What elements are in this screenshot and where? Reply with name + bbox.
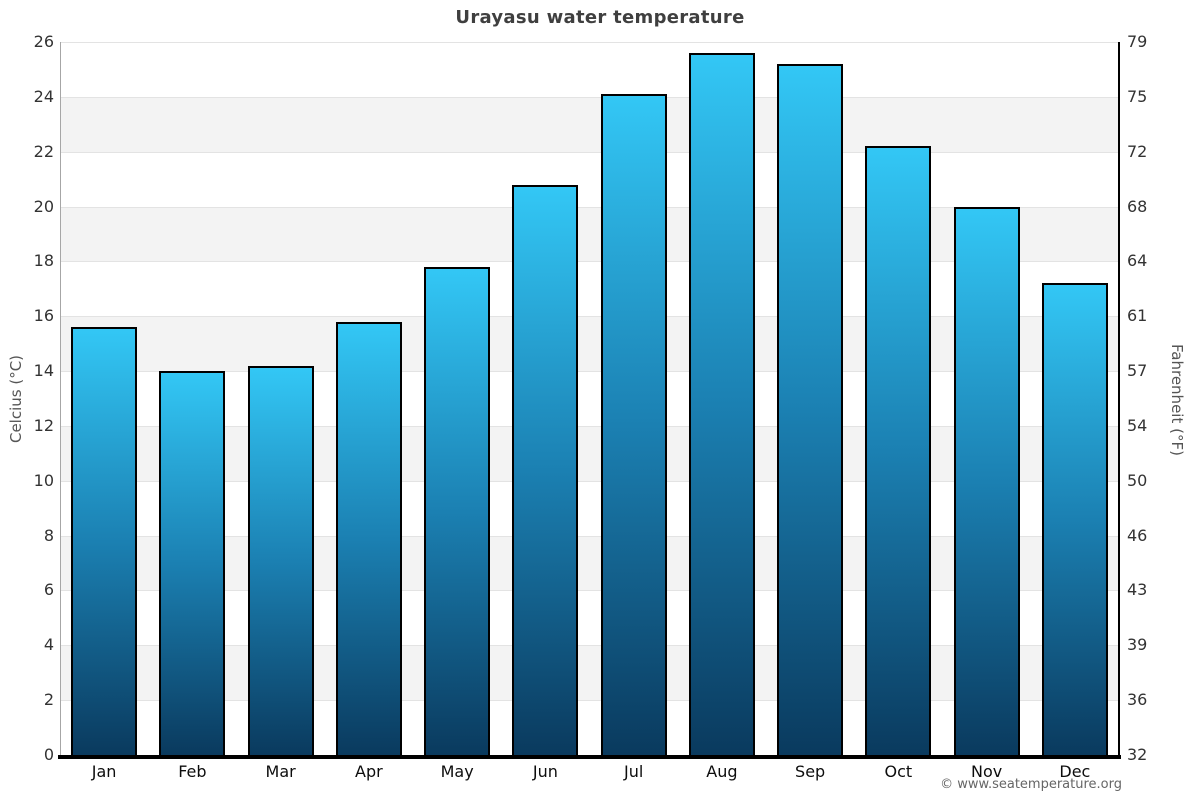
left-axis-line	[60, 42, 61, 755]
bar-jan[interactable]	[71, 327, 138, 755]
plot-area	[60, 42, 1119, 755]
celsius-tick-label: 12	[33, 415, 54, 435]
fahrenheit-tick-label: 75	[1127, 86, 1148, 106]
celsius-tick-label: 26	[33, 32, 54, 51]
gridline	[60, 151, 1119, 153]
fahrenheit-tick-label: 43	[1127, 580, 1148, 600]
fahrenheit-tick-label: 46	[1127, 525, 1148, 545]
grid-band	[60, 206, 1119, 262]
grid-band	[60, 535, 1119, 591]
gridline	[60, 535, 1119, 537]
fahrenheit-tick-label: 64	[1127, 251, 1148, 271]
bar-sep[interactable]	[777, 63, 844, 755]
month-label-apr: Apr	[355, 762, 383, 781]
celsius-tick-label: 0	[43, 745, 54, 764]
grid-band	[60, 151, 1119, 207]
gridline	[60, 206, 1119, 208]
celsius-tick-label: 14	[33, 361, 54, 381]
celsius-tick-label: 22	[33, 141, 54, 161]
celsius-tick-label: 18	[33, 251, 54, 271]
month-label-jan: Jan	[91, 762, 117, 781]
grid-band	[60, 700, 1119, 755]
copyright-attribution: © www.seatemperature.org	[940, 777, 1122, 792]
month-label-jun: Jun	[532, 762, 558, 781]
month-label-aug: Aug	[706, 762, 738, 781]
grid-band	[60, 96, 1119, 152]
fahrenheit-tick-label: 32	[1127, 745, 1148, 764]
month-label-feb: Feb	[178, 762, 207, 781]
grid-band	[60, 371, 1119, 426]
gridline	[60, 425, 1119, 427]
fahrenheit-tick-label: 50	[1127, 470, 1148, 490]
gridline	[60, 590, 1119, 592]
bar-oct[interactable]	[865, 146, 932, 755]
celsius-axis-title: Celcius (°C)	[7, 354, 25, 444]
gridline	[60, 316, 1119, 318]
fahrenheit-tick-label: 54	[1127, 415, 1148, 435]
fahrenheit-axis-title: Fahrenheit (°F)	[1168, 344, 1186, 456]
grid-band	[60, 425, 1119, 481]
bar-feb[interactable]	[159, 371, 226, 755]
month-label-dec: Dec	[1059, 762, 1091, 781]
grid-band	[60, 42, 1119, 97]
month-label-nov: Nov	[971, 762, 1003, 781]
fahrenheit-tick-label: 36	[1127, 690, 1148, 710]
bar-jun[interactable]	[512, 184, 579, 755]
gridline	[60, 700, 1119, 702]
fahrenheit-tick-label: 61	[1127, 306, 1148, 326]
month-label-sep: Sep	[795, 762, 826, 781]
celsius-tick-label: 16	[33, 306, 54, 326]
gridline	[60, 261, 1119, 263]
grid-band	[60, 480, 1119, 536]
bar-mar[interactable]	[247, 365, 314, 755]
celsius-tick-label: 24	[33, 86, 54, 106]
grid-band	[60, 316, 1119, 372]
chart-title: Urayasu water temperature	[455, 7, 745, 28]
gridline	[60, 42, 1119, 43]
fahrenheit-tick-label: 39	[1127, 635, 1148, 655]
bar-nov[interactable]	[953, 206, 1020, 755]
fahrenheit-tick-label: 57	[1127, 361, 1148, 381]
celsius-tick-label: 8	[43, 525, 54, 545]
celsius-tick-label: 6	[43, 580, 54, 600]
fahrenheit-tick-label: 79	[1127, 32, 1148, 51]
month-label-may: May	[440, 762, 474, 781]
bar-apr[interactable]	[335, 321, 402, 755]
grid-band	[60, 645, 1119, 701]
bar-aug[interactable]	[688, 52, 755, 755]
celsius-tick-label: 4	[43, 635, 54, 655]
month-label-jul: Jul	[623, 762, 644, 781]
month-label-oct: Oct	[884, 762, 913, 781]
bar-jul[interactable]	[600, 94, 667, 755]
fahrenheit-tick-label: 68	[1127, 196, 1148, 216]
gridline	[60, 371, 1119, 373]
gridline	[60, 96, 1119, 98]
celsius-tick-label: 2	[43, 690, 54, 710]
gridline	[60, 645, 1119, 647]
month-label-mar: Mar	[265, 762, 296, 781]
right-axis-line	[1118, 42, 1120, 759]
bottom-axis-line	[58, 755, 1121, 759]
gridline	[60, 480, 1119, 482]
bar-dec[interactable]	[1041, 283, 1108, 755]
bar-may[interactable]	[424, 266, 491, 755]
celsius-tick-label: 20	[33, 196, 54, 216]
grid-band	[60, 590, 1119, 646]
celsius-tick-label: 10	[33, 470, 54, 490]
grid-band	[60, 261, 1119, 317]
fahrenheit-tick-label: 72	[1127, 141, 1148, 161]
